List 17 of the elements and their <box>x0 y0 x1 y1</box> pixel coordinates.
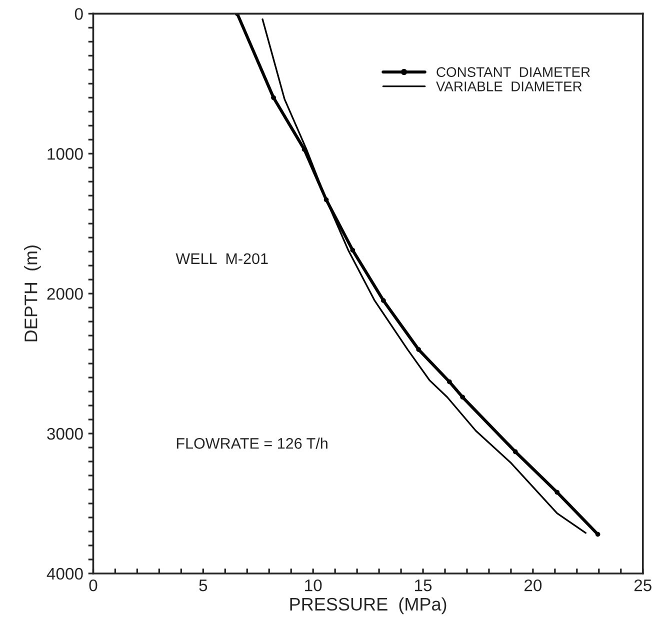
x-axis-title: PRESSURE (MPa) <box>290 597 446 614</box>
y-tick-label: 4000 <box>46 568 83 580</box>
annotation: WELL M-201 <box>176 253 268 264</box>
y-tick-label: 1000 <box>48 148 83 160</box>
legend-label: CONSTANT DIAMETER <box>436 67 590 78</box>
legend-label: VARIABLE DIAMETER <box>436 82 582 92</box>
x-tick-label: 15 <box>415 580 432 592</box>
x-tick-label: 0 <box>89 579 98 592</box>
x-tick-label: 20 <box>524 579 542 592</box>
y-axis-title: DEPTH (m) <box>24 246 41 342</box>
y-tick-label: 2000 <box>47 288 83 300</box>
x-tick-label: 5 <box>199 580 208 592</box>
y-tick-label: 3000 <box>47 428 83 440</box>
y-tick-label: 0 <box>74 8 83 20</box>
annotation: FLOWRATE = 126 T/h <box>176 438 328 449</box>
x-tick-label: 10 <box>305 579 322 592</box>
x-tick-label: 25 <box>634 579 652 592</box>
